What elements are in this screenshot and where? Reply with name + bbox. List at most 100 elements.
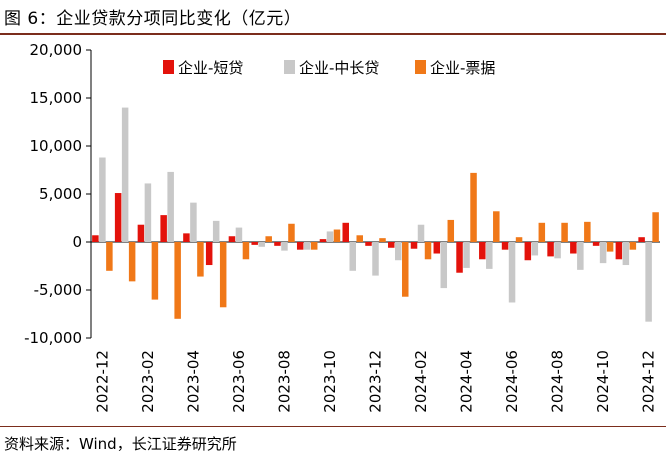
short-loan-bar <box>570 242 577 254</box>
x-tick-label: 2024-12 <box>640 350 658 413</box>
long-loan-bar <box>121 107 129 242</box>
x-tick-label: 2023-12 <box>367 350 385 413</box>
bill-bar <box>470 172 477 242</box>
x-tick-label: 2023-02 <box>139 350 157 413</box>
bill-bar <box>197 242 204 277</box>
bill-bar <box>402 242 409 297</box>
bill-bar <box>174 242 181 319</box>
long-loan-bar <box>463 242 470 268</box>
short-loan-bar <box>228 236 236 242</box>
short-loan-bar <box>183 233 190 242</box>
long-loan-bar <box>190 202 197 242</box>
chart-axes: 20,000 15,000 10,000 5,000 0 -5,000 -10,000 202… <box>24 41 660 413</box>
short-loan-bar <box>296 242 304 250</box>
source-note: 资料来源：Wind，长江证券研究所 <box>4 435 237 453</box>
bill-bar <box>151 242 159 300</box>
long-loan-bar <box>622 242 630 266</box>
legend-long-loan-label: 企业-中长贷 <box>299 59 379 77</box>
short-loan-bar <box>592 242 600 246</box>
long-loan-bar <box>99 157 106 242</box>
x-tick-label: 2023-10 <box>321 350 339 413</box>
x-tick-label: 2024-08 <box>549 350 567 413</box>
short-loan-bar <box>547 242 554 257</box>
short-loan-bar <box>388 242 395 248</box>
long-loan-bar <box>531 242 539 256</box>
x-tick-label: 2023-06 <box>230 350 248 413</box>
short-loan-bar <box>524 242 532 261</box>
long-loan-bar <box>599 242 607 264</box>
short-loan-bar <box>274 242 281 246</box>
chart-legend: 企业-短贷 企业-中长贷 企业-票据 <box>163 59 495 77</box>
x-tick-label: 2023-04 <box>184 350 202 413</box>
short-loan-bar <box>615 242 623 260</box>
bill-bar <box>265 236 272 242</box>
long-loan-bar <box>235 227 243 242</box>
short-loan-bar <box>479 242 486 260</box>
x-tick-label: 2024-10 <box>594 350 612 413</box>
bill-bar <box>333 229 341 242</box>
long-loan-bar <box>144 183 152 242</box>
long-loan-bar <box>349 242 356 271</box>
chart-title: 图 6：企业贷款分项同比变化（亿元） <box>4 9 302 29</box>
short-loan-bar <box>410 242 418 249</box>
bill-bar <box>379 238 386 242</box>
long-loan-bar <box>395 242 402 261</box>
bill-bar <box>629 242 637 250</box>
x-tick-label: 2023-08 <box>275 350 293 413</box>
bill-bar <box>447 219 455 242</box>
short-loan-bar <box>160 215 167 242</box>
short-loan-bar <box>501 242 509 250</box>
bill-bar <box>219 242 227 308</box>
short-loan-bar <box>638 237 645 242</box>
bill-bar <box>288 223 295 242</box>
long-loan-bar <box>554 242 561 259</box>
bill-bar <box>606 242 614 252</box>
bar-chart: 20,000 15,000 10,000 5,000 0 -5,000 -10,000 202… <box>24 41 660 413</box>
short-loan-bar <box>251 242 258 245</box>
y-tick-label: 0 <box>72 233 82 251</box>
long-loan-bar <box>303 242 311 250</box>
long-loan-bar <box>440 242 448 289</box>
title-divider <box>0 33 666 35</box>
bill-bar <box>652 212 659 242</box>
long-loan-bar <box>281 242 288 251</box>
chart-bars <box>92 107 659 322</box>
long-loan-bar <box>258 242 265 247</box>
x-tick-label: 2024-04 <box>458 350 476 413</box>
bill-bar <box>106 242 113 271</box>
source-divider <box>0 426 666 427</box>
long-loan-bar <box>577 242 584 270</box>
legend-short-loan-swatch <box>163 60 174 74</box>
short-loan-bar <box>456 242 463 273</box>
bill-bar <box>242 242 250 260</box>
y-tick-label: 5,000 <box>39 185 82 203</box>
x-tick-label: 2022-12 <box>93 350 111 413</box>
legend-bill-swatch <box>415 60 426 74</box>
bill-bar <box>561 222 568 242</box>
bill-bar <box>493 211 500 242</box>
y-tick-label: -10,000 <box>24 329 82 347</box>
y-tick-label: -5,000 <box>34 281 82 299</box>
y-tick-label: 20,000 <box>30 41 83 59</box>
y-tick-label: 15,000 <box>30 89 83 107</box>
x-tick-label: 2024-02 <box>412 350 430 413</box>
short-loan-bar <box>114 193 122 242</box>
long-loan-bar <box>645 242 652 322</box>
bill-bar <box>515 237 523 242</box>
legend-long-loan-swatch <box>284 60 295 74</box>
legend-bill-label: 企业-票据 <box>430 59 495 77</box>
bill-bar <box>584 221 591 242</box>
short-loan-bar <box>433 242 441 254</box>
long-loan-bar <box>417 224 425 242</box>
legend-short-loan-label: 企业-短贷 <box>178 59 243 77</box>
bill-bar <box>538 222 546 242</box>
bill-bar <box>424 242 432 260</box>
short-loan-bar <box>365 242 372 246</box>
short-loan-bar <box>319 239 327 242</box>
short-loan-bar <box>92 235 99 242</box>
long-loan-bar <box>212 220 220 242</box>
short-loan-bar <box>342 222 349 242</box>
short-loan-bar <box>205 242 213 266</box>
long-loan-bar <box>326 231 334 242</box>
bill-bar <box>310 242 318 250</box>
